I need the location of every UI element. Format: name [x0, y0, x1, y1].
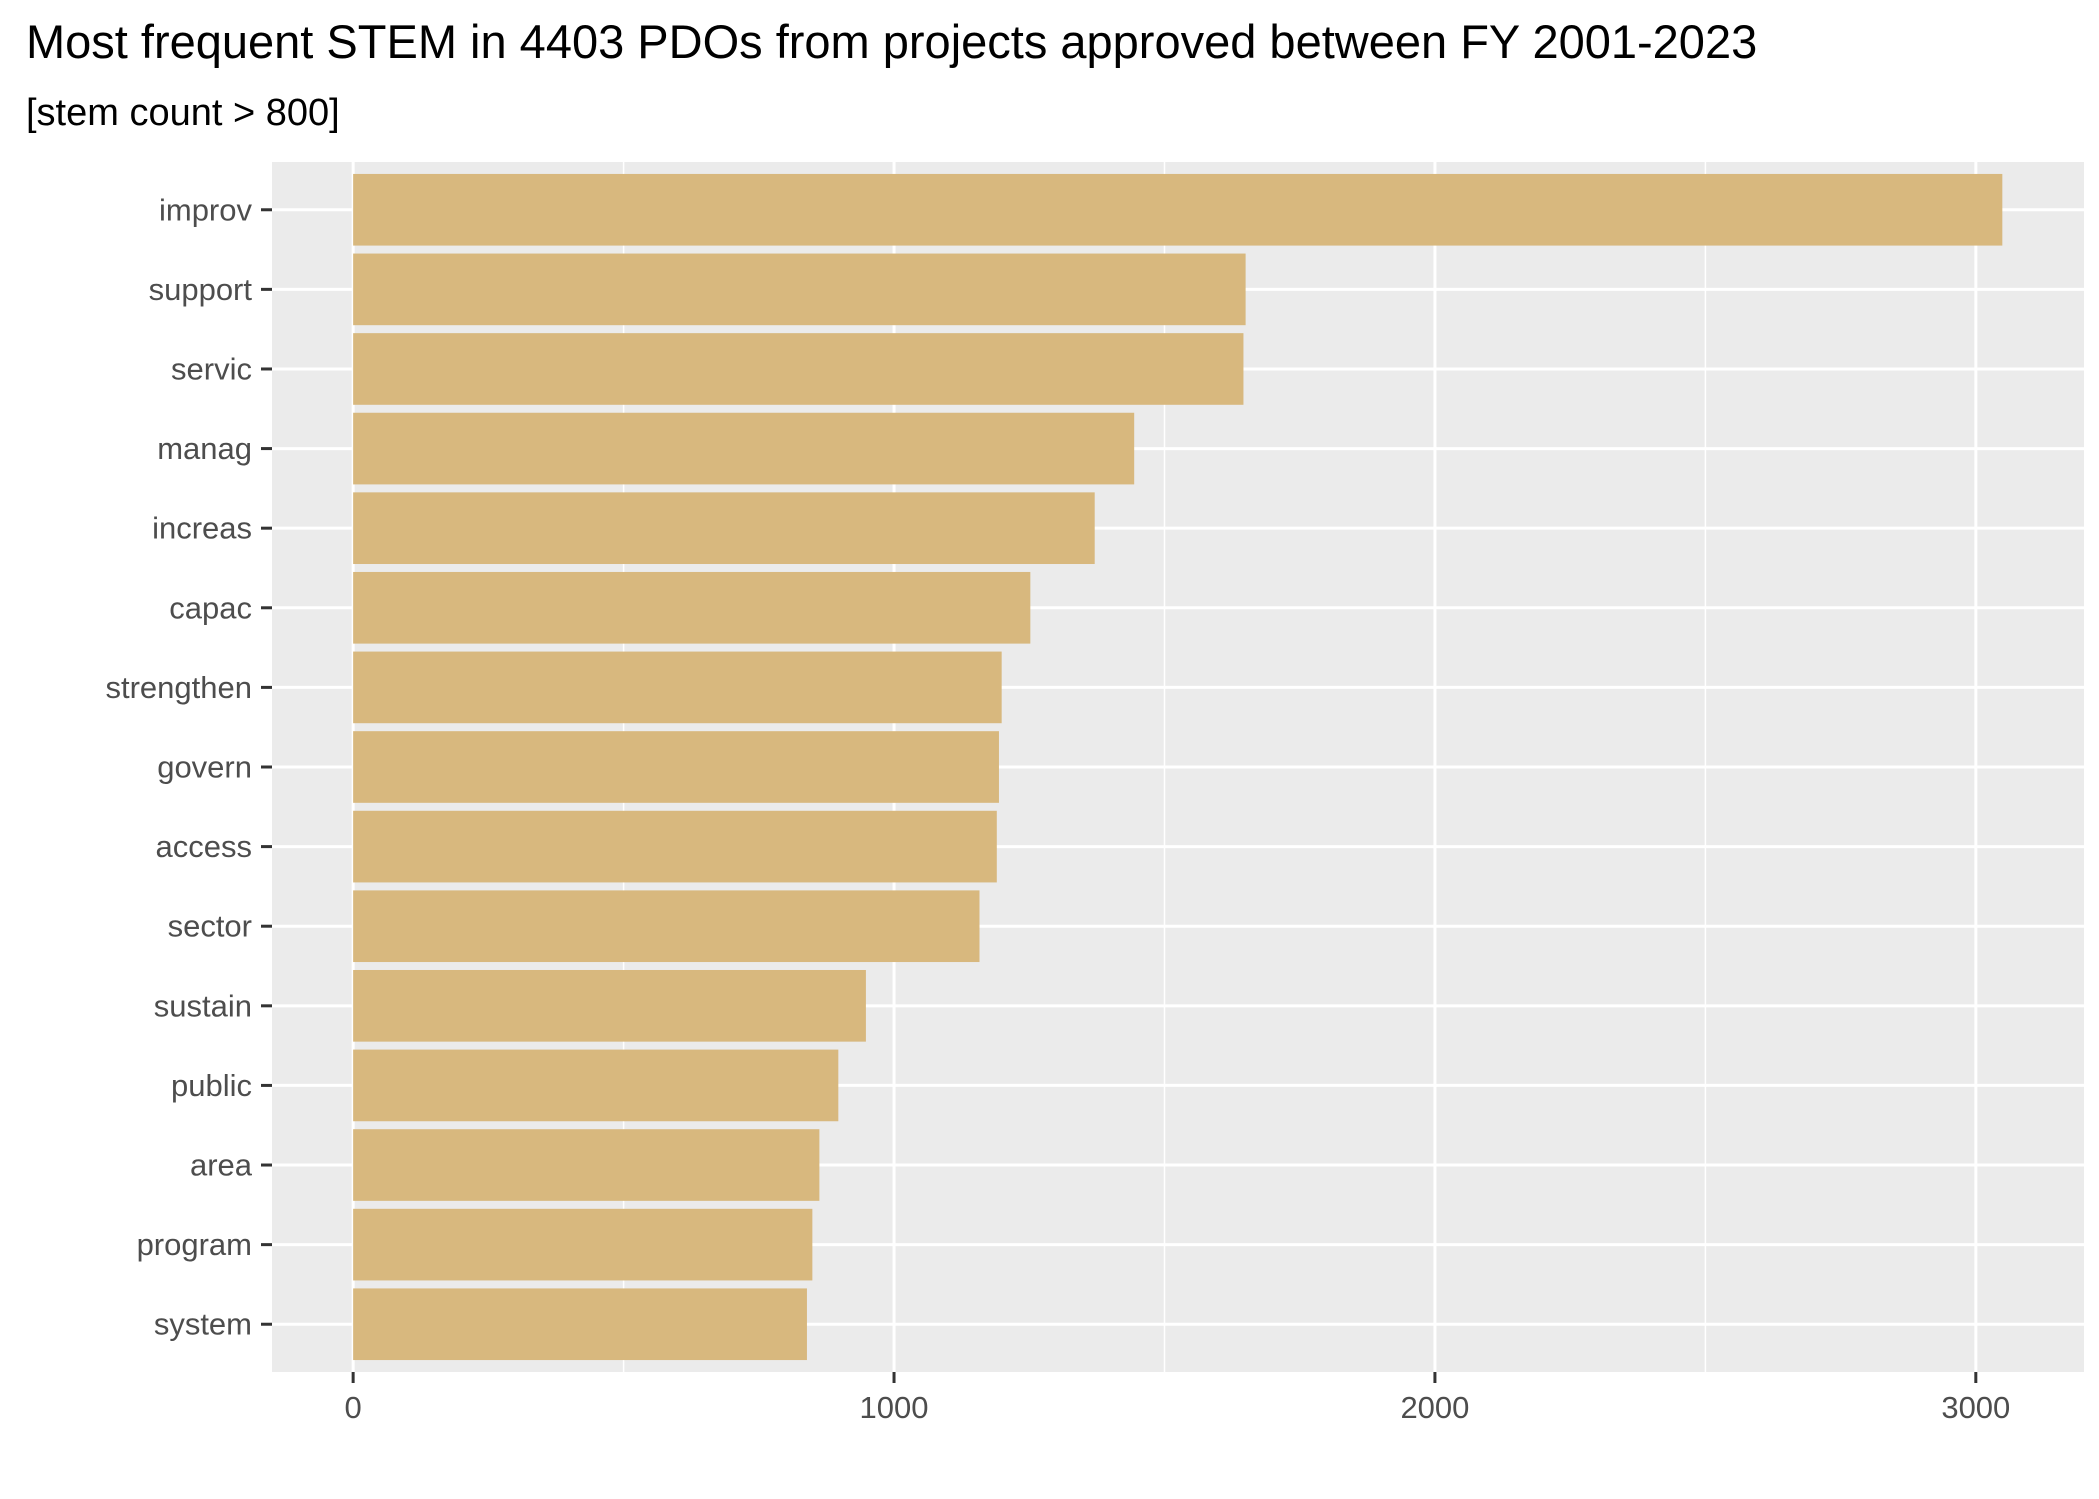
bar-sector [353, 890, 980, 963]
bar-capac [353, 571, 1031, 644]
y-tick-label: sustain [154, 988, 252, 1023]
bar-public [353, 1049, 839, 1122]
bar-system [353, 1288, 807, 1361]
y-tick-label: capac [169, 590, 252, 625]
bars [353, 173, 2003, 1361]
bar-improv [353, 173, 2003, 246]
y-tick-label: support [149, 272, 253, 307]
y-tick-label: public [171, 1068, 252, 1103]
y-tick-label: increas [152, 511, 252, 546]
chart-subtitle: [stem count > 800] [26, 92, 340, 134]
y-tick-label: strengthen [106, 670, 253, 705]
x-tick-label: 3000 [1941, 1390, 2010, 1425]
y-tick-label: improv [159, 192, 253, 227]
y-tick-label: sector [168, 909, 252, 944]
chart-title: Most frequent STEM in 4403 PDOs from pro… [26, 15, 1758, 68]
y-tick-label: govern [157, 750, 252, 785]
y-tick-label: area [190, 1148, 253, 1183]
bar-manag [353, 412, 1135, 485]
y-tick-label: system [154, 1307, 252, 1342]
x-tick-label: 0 [345, 1390, 362, 1425]
bar-access [353, 810, 997, 883]
x-tick-label: 2000 [1400, 1390, 1469, 1425]
bar-govern [353, 731, 999, 803]
bar-support [353, 253, 1246, 326]
y-tick-label: program [137, 1227, 252, 1262]
bar-sustain [353, 969, 866, 1042]
bar-strengthen [353, 651, 1002, 724]
bar-area [353, 1129, 820, 1201]
bar-program [353, 1208, 813, 1281]
x-axis: 0 1000 2000 3000 [345, 1372, 2010, 1425]
bar-servic [353, 333, 1244, 405]
y-tick-label: servic [171, 351, 252, 386]
bar-increas [353, 492, 1095, 565]
y-axis: improv support servic manag increas capac stre… [106, 192, 272, 1342]
y-tick-label: access [156, 829, 252, 864]
x-tick-label: 1000 [860, 1390, 929, 1425]
y-tick-label: manag [157, 431, 252, 466]
